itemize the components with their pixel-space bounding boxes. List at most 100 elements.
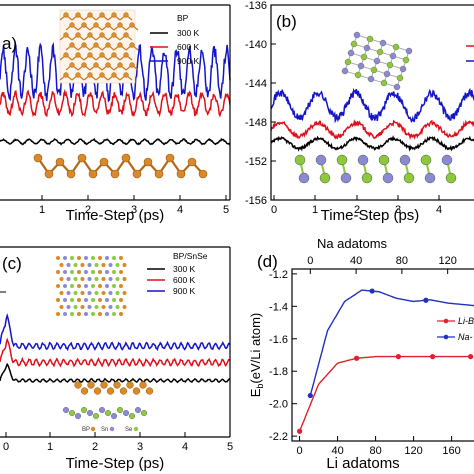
atom-icon: [112, 312, 116, 316]
atom-icon: [105, 312, 109, 316]
panel-d-x-label: Li adatoms: [326, 455, 399, 472]
atom-icon: [111, 12, 117, 18]
atom-icon: [87, 12, 93, 18]
panel-b: -136 -140 -144 -148 -152 -156 0 1 2 3 4 Time-Step…: [245, 0, 474, 224]
panel-a-x-ticks: 1 2 3 4 5: [39, 195, 229, 216]
panel-d-x2-tick-label: 80: [396, 255, 408, 267]
panel-d-y-tick-label: -2.0: [269, 399, 288, 411]
atom-icon: [80, 407, 87, 414]
atom-icon: [56, 298, 60, 302]
panel-c-x-ticks: 0 1 2 3 4 5: [3, 432, 233, 453]
atom-icon: [119, 270, 123, 274]
atom-icon: [93, 22, 99, 28]
atom-icon: [63, 256, 67, 260]
atom-icon: [63, 298, 67, 302]
atom-icon: [98, 407, 105, 414]
panel-a-x-tick-label: 3: [131, 204, 137, 216]
panel-b-y-tick-label: -144: [245, 78, 267, 90]
atom-icon: [73, 305, 78, 309]
panel-c-series-0: [0, 362, 231, 384]
atom-icon: [80, 387, 89, 395]
atom-icon: [56, 256, 60, 260]
atom-icon: [115, 277, 120, 281]
atom-icon: [122, 305, 127, 309]
atom-icon: [378, 154, 390, 166]
atom-icon: [119, 387, 128, 395]
atom-icon: [73, 291, 78, 295]
atom-icon: [74, 381, 82, 389]
atom-icon: [386, 61, 394, 69]
atom-icon: [93, 387, 102, 395]
panel-d-plot: [297, 288, 474, 434]
panel-b-crystal-side-inset: [294, 154, 457, 184]
atom-icon: [87, 263, 92, 267]
atom-icon: [399, 154, 411, 166]
panel-b-x-ticks: 0 1 2 3 4: [271, 195, 442, 216]
atom-icon: [69, 42, 75, 48]
atom-icon: [101, 291, 106, 295]
atom-icon: [63, 52, 69, 58]
panel-c-crystal-side-inset: [63, 381, 154, 420]
atom-icon: [112, 284, 116, 288]
atom-icon: [129, 42, 135, 48]
atom-icon: [98, 298, 102, 302]
atom-icon: [66, 277, 71, 281]
atom-icon: [112, 270, 116, 274]
panel-d-y-tick-label: -1.8: [269, 366, 288, 378]
panel-d-x-tick-label: 80: [369, 445, 381, 457]
atom-icon: [80, 291, 85, 295]
atom-icon: [70, 284, 74, 288]
atom-icon: [389, 52, 397, 60]
atom-icon: [94, 263, 99, 267]
atom-icon: [198, 169, 208, 179]
atom-icon: [122, 263, 127, 267]
panel-c-x-tick-label: 2: [92, 441, 98, 453]
panel-a-x-tick-label: 5: [223, 204, 229, 216]
panel-a-series-0: [0, 137, 231, 146]
atom-icon: [56, 312, 60, 316]
atom-icon: [87, 52, 93, 58]
atom-icon: [350, 40, 358, 48]
atom-icon: [117, 62, 123, 68]
panel-b-x-tick-label: 0: [271, 204, 277, 216]
atom-icon: [94, 305, 99, 309]
atom-icon: [84, 298, 88, 302]
panel-a-crystal-top-inset: [59, 9, 139, 84]
atom-icon: [77, 312, 81, 316]
panel-a-x-tick-label: 1: [39, 204, 45, 216]
atom-icon: [363, 44, 371, 52]
atom-icon: [100, 381, 108, 389]
atom-icon: [115, 305, 120, 309]
atom-icon: [84, 284, 88, 288]
atom-icon: [56, 270, 60, 274]
panel-d-series-1: [309, 289, 474, 396]
atom-icon: [66, 169, 76, 179]
atom-icon: [81, 62, 87, 68]
atom-icon: [81, 22, 87, 28]
atom-icon: [294, 154, 306, 166]
atom-icon: [132, 169, 142, 179]
atom-icon: [70, 312, 74, 316]
panel-c: 0 1 2 3 4 5 Time-Step (ps) (c) BP Sn Se BP/Sn…: [0, 246, 233, 472]
atom-icon: [119, 256, 123, 260]
panel-a-x-tick-label: 4: [177, 204, 183, 216]
atom-icon: [66, 263, 71, 267]
atom-icon: [44, 169, 54, 179]
panel-d-legend-li: Li-B: [458, 316, 474, 326]
atom-icon: [84, 270, 88, 274]
atom-icon: [75, 12, 81, 18]
atom-icon: [347, 49, 355, 57]
atom-icon: [91, 270, 95, 274]
panel-b-series-1: [270, 119, 474, 141]
atom-icon: [98, 284, 102, 288]
panel-a-crystal-side-inset: [33, 153, 208, 179]
panel-c-series-2: [0, 313, 231, 352]
panel-c-x-tick-label: 0: [3, 441, 9, 453]
atom-icon: [108, 263, 113, 267]
atom-icon: [354, 71, 362, 79]
atom-icon: [116, 407, 123, 414]
atom-icon: [104, 410, 111, 417]
panel-d-y-label-main: E: [248, 388, 263, 397]
atom-icon: [77, 153, 87, 163]
atom-icon: [91, 312, 95, 316]
